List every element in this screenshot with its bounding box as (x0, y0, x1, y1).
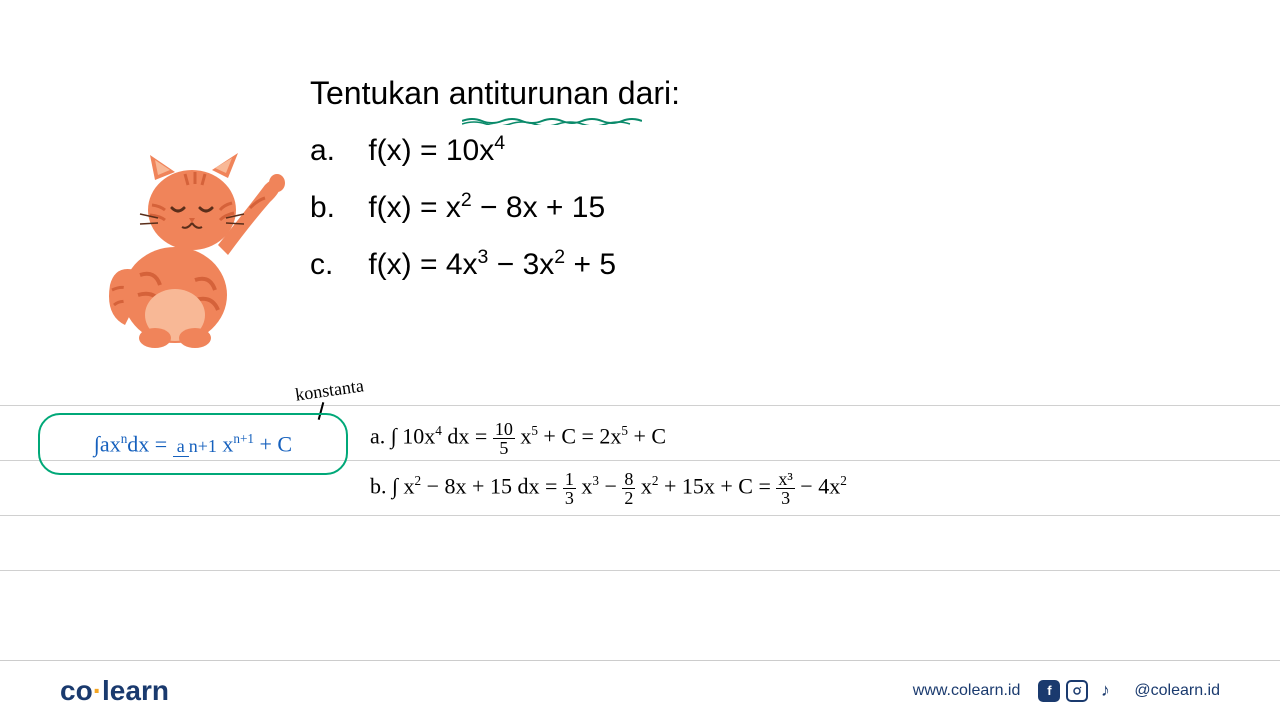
wb-int: ∫ x (392, 474, 415, 499)
eq-c-p2: − 3x (488, 248, 554, 281)
wb-f3n: x³ (776, 470, 794, 489)
eq-c-p1: f(x) = 4x (368, 248, 477, 281)
sup-a: 4 (494, 132, 505, 154)
footer-handle: @colearn.id (1134, 682, 1220, 700)
annotation-konstanta: konstanta (294, 375, 365, 405)
problem-statement: Tentukan antiturunan dari: a. f(x) = 10x… (310, 75, 1010, 287)
f-num: a (173, 436, 189, 457)
f-sup2: n+1 (233, 431, 254, 446)
wa-m1: x (515, 424, 532, 449)
wb-p2: − 8x + 15 dx = (421, 474, 563, 499)
problem-c: c. f(x) = 4x3 − 3x2 + 5 (310, 242, 1010, 287)
wb-p3: x (576, 474, 593, 499)
wb-f1: 13 (563, 470, 576, 507)
problem-a: a. f(x) = 10x4 (310, 128, 1010, 173)
logo: co·learn (60, 675, 169, 707)
wa-s1: 4 (435, 423, 442, 438)
formula-text: ∫axndx = an+1 xn+1 + C (94, 431, 292, 457)
wb-f2n: 8 (622, 470, 635, 489)
f-int: ∫ax (94, 431, 121, 456)
wa-tail: + C (628, 424, 666, 449)
label-c: c. (310, 242, 360, 287)
rule-line (0, 405, 1280, 406)
wa-int: ∫ 10x (391, 424, 436, 449)
work-b: b. ∫ x2 − 8x + 15 dx = 13 x3 − 82 x2 + 1… (370, 470, 847, 507)
rule-line (0, 515, 1280, 516)
logo-dot: · (93, 675, 102, 706)
eq-a: f(x) = 10x (368, 134, 494, 167)
f-c: + C (254, 431, 292, 456)
eq-c-p3: + 5 (565, 248, 616, 281)
wb-s4: 2 (840, 473, 847, 488)
wa-m2: + C = 2x (538, 424, 622, 449)
problem-b: b. f(x) = x2 − 8x + 15 (310, 185, 1010, 230)
f-den: n+1 (189, 436, 217, 456)
logo-post: learn (102, 675, 169, 706)
wb-f3d: 3 (776, 489, 794, 507)
cat-illustration (100, 150, 290, 350)
label-b: b. (310, 185, 360, 230)
wa-dx: dx = (442, 424, 493, 449)
wa-s3: 5 (621, 423, 628, 438)
footer: co·learn www.colearn.id f ♪ @colearn.id (0, 660, 1280, 720)
wb-p6: + 15x + C = (658, 474, 776, 499)
wb-f2: 82 (622, 470, 635, 507)
label-a: a. (310, 128, 360, 173)
instagram-icon (1066, 680, 1088, 702)
f-frac: an+1 (173, 436, 217, 457)
wa-f1n: 10 (493, 420, 515, 439)
footer-url: www.colearn.id (913, 682, 1021, 700)
eq-b-s1: 2 (461, 189, 472, 211)
eq-c-s1: 3 (478, 246, 489, 268)
formula-box: ∫axndx = an+1 xn+1 + C (38, 413, 348, 475)
wa-f1d: 5 (493, 439, 515, 457)
work-a: a. ∫ 10x4 dx = 105 x5 + C = 2x5 + C (370, 420, 666, 457)
wb-p5: x (635, 474, 652, 499)
social-icons: f ♪ (1038, 680, 1116, 702)
rule-line (0, 570, 1280, 571)
eq-c-s2: 2 (554, 246, 565, 268)
wb-f2d: 2 (622, 489, 635, 507)
title: Tentukan antiturunan dari: (310, 75, 1010, 112)
eq-b-p2: − 8x + 15 (472, 191, 605, 224)
wa-label: a. (370, 424, 385, 449)
facebook-icon: f (1038, 680, 1060, 702)
logo-pre: co (60, 675, 93, 706)
eq-b-p1: f(x) = x (368, 191, 461, 224)
f-x: x (217, 431, 234, 456)
wb-p7: − 4x (795, 474, 840, 499)
wb-p4: − (599, 474, 622, 499)
wb-f3: x³3 (776, 470, 794, 507)
wa-s2: 5 (531, 423, 538, 438)
footer-right: www.colearn.id f ♪ @colearn.id (913, 680, 1220, 702)
wb-f1d: 3 (563, 489, 576, 507)
f-dx: dx = (127, 431, 172, 456)
wb-f1n: 1 (563, 470, 576, 489)
tiktok-icon: ♪ (1094, 680, 1116, 702)
wb-label: b. (370, 474, 387, 499)
wa-f1: 105 (493, 420, 515, 457)
wb-s2: 3 (592, 473, 599, 488)
wavy-underline (462, 117, 642, 125)
